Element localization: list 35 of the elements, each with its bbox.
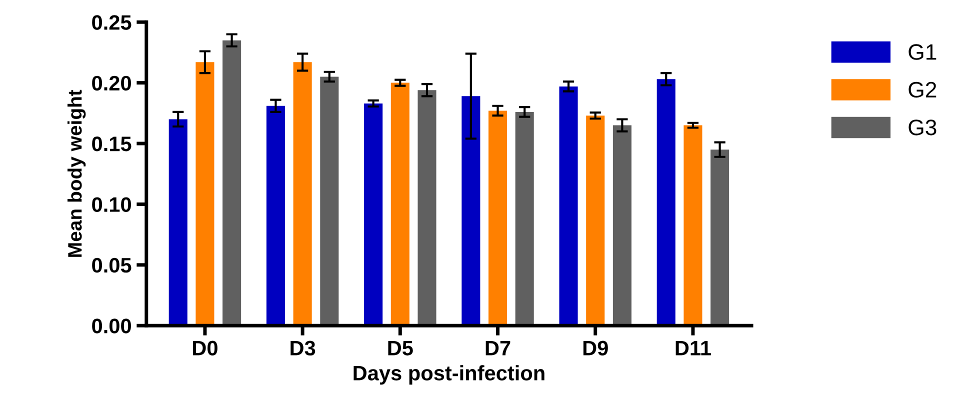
y-axis-title: Mean body weight <box>68 90 86 257</box>
legend-label: G1 <box>908 44 936 60</box>
bar <box>586 116 605 326</box>
y-tick-label: 0.05 <box>92 258 132 273</box>
bar <box>612 125 632 326</box>
y-tick-label: 0.15 <box>92 136 132 152</box>
bar <box>196 62 214 326</box>
x-tick-label: D7 <box>486 340 510 356</box>
legend-label: G2 <box>908 82 936 98</box>
bar <box>320 76 339 326</box>
x-tick-label: D0 <box>193 340 218 356</box>
bar <box>168 119 188 326</box>
x-tick-label: D3 <box>290 340 316 356</box>
bar <box>515 112 534 326</box>
y-tick-label: 0.10 <box>92 197 131 212</box>
y-tick-label: 0.25 <box>92 15 132 30</box>
bar <box>559 86 578 326</box>
bar <box>390 82 410 326</box>
x-tick-label: D5 <box>388 340 413 356</box>
y-tick-label: 0.20 <box>92 76 131 91</box>
legend-label: G3 <box>908 120 936 136</box>
x-axis-title: Days post-infection <box>354 365 544 385</box>
y-tick-label: 0.00 <box>92 318 131 334</box>
bar <box>364 103 383 326</box>
bar <box>418 90 436 326</box>
bar <box>266 106 285 326</box>
bar <box>656 79 676 326</box>
bar <box>462 96 480 326</box>
x-tick-label: D9 <box>583 340 608 356</box>
bar <box>684 125 702 326</box>
bar <box>488 110 508 326</box>
bar <box>222 40 242 326</box>
bar <box>710 150 730 326</box>
bar <box>293 62 312 326</box>
x-tick-label: D11 <box>676 340 711 356</box>
